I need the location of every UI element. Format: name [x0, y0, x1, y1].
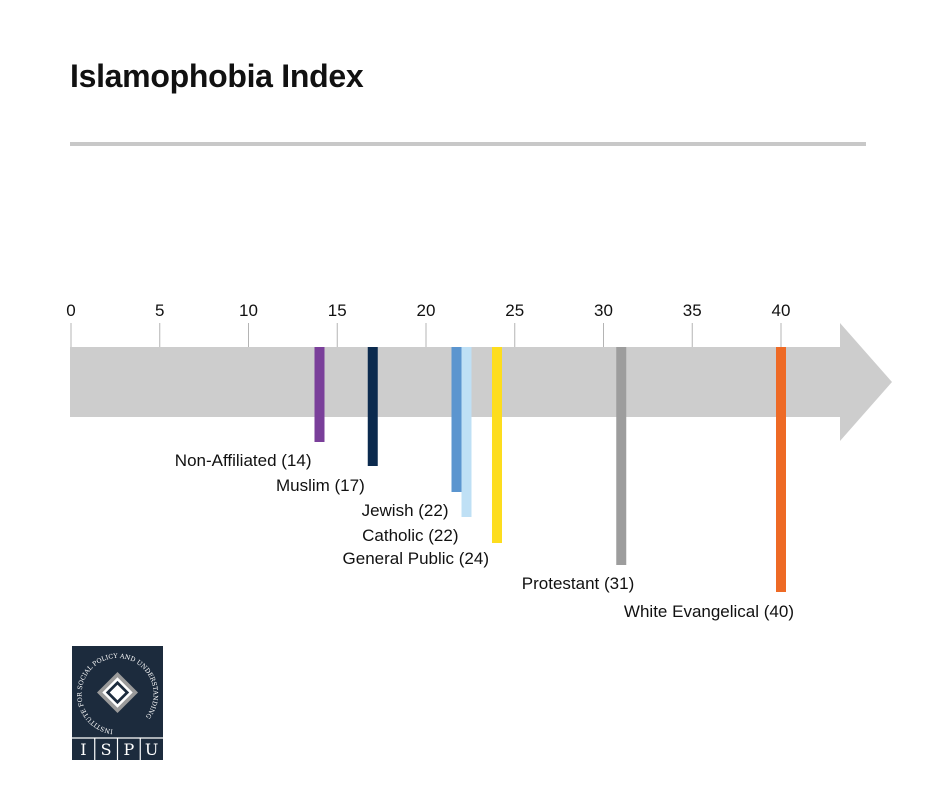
logo-letter-u: U [145, 740, 158, 759]
bars [314, 347, 786, 592]
bar-muslim [367, 347, 378, 466]
bar-non-affiliated [314, 347, 325, 442]
title-divider [70, 142, 866, 146]
tick-label: 25 [505, 301, 524, 320]
logo-letter-p: P [124, 740, 135, 759]
ispu-logo: INSTITUTE FOR SOCIAL POLICY AND UNDERSTA… [72, 646, 163, 760]
scale-arrow [70, 323, 892, 441]
label-jewish: Jewish (22) [362, 501, 449, 520]
logo-letter-s: S [101, 740, 112, 759]
bar-protestant [616, 347, 627, 565]
label-catholic: Catholic (22) [362, 526, 458, 545]
label-protestant: Protestant (31) [522, 574, 634, 593]
tick-label: 5 [155, 301, 164, 320]
tick-label: 40 [772, 301, 791, 320]
bar-jewish [451, 347, 462, 492]
tick-label: 35 [683, 301, 702, 320]
bar-catholic [461, 347, 472, 517]
chart-title: Islamophobia Index [70, 58, 364, 94]
logo-letter-i: I [80, 740, 86, 759]
label-white-evangelical: White Evangelical (40) [624, 602, 794, 621]
label-muslim: Muslim (17) [276, 476, 365, 495]
tick-label: 20 [417, 301, 436, 320]
tick-label: 30 [594, 301, 613, 320]
index-chart: 0 5 10 15 20 25 30 35 40 Non-Affiliated (14) Musl… [66, 301, 892, 621]
tick-label: 0 [66, 301, 75, 320]
label-general-public: General Public (24) [343, 549, 489, 568]
axis-ticks: 0 5 10 15 20 25 30 35 40 [66, 301, 790, 347]
label-non-affiliated: Non-Affiliated (14) [175, 451, 312, 470]
bar-general-public [492, 347, 502, 543]
tick-label: 10 [239, 301, 258, 320]
bar-white-evangelical [776, 347, 786, 592]
tick-label: 15 [328, 301, 347, 320]
bar-labels: Non-Affiliated (14) Muslim (17) Jewish (22… [175, 451, 794, 621]
